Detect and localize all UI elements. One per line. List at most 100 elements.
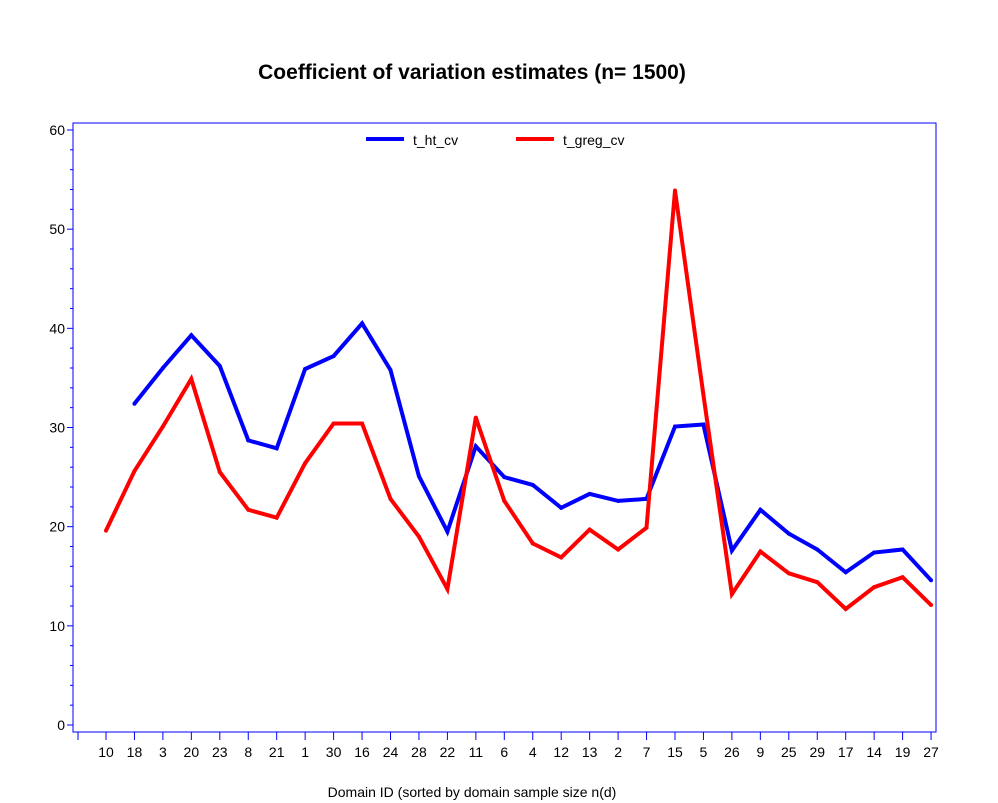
x-tick-label: 14: [866, 744, 882, 760]
x-tick-label: 18: [127, 744, 143, 760]
data-point: [587, 527, 592, 532]
data-point: [673, 188, 677, 193]
y-tick-label: 30: [49, 420, 65, 436]
data-point: [530, 541, 535, 546]
x-tick-label: 9: [756, 744, 764, 760]
data-point: [559, 555, 564, 560]
y-tick-label: 50: [49, 221, 65, 237]
data-point: [473, 444, 478, 449]
legend-label-t_greg_cv: t_greg_cv: [563, 132, 624, 148]
legend-label-t_ht_cv: t_ht_cv: [413, 132, 458, 148]
data-point: [473, 415, 478, 420]
data-point: [217, 470, 222, 475]
x-tick-label: 26: [724, 744, 740, 760]
data-point: [929, 578, 934, 583]
data-point: [132, 469, 137, 474]
data-point: [815, 547, 820, 552]
x-tick-label: 16: [354, 744, 370, 760]
x-tick-label: 8: [244, 744, 252, 760]
data-point: [872, 585, 877, 590]
x-tick-label: 4: [529, 744, 537, 760]
x-tick-label: 30: [326, 744, 342, 760]
data-point: [416, 534, 421, 539]
data-point: [815, 580, 820, 585]
data-point: [303, 366, 308, 371]
data-point: [587, 491, 592, 496]
data-point: [303, 461, 308, 466]
y-tick-label: 60: [49, 122, 65, 138]
data-point: [331, 421, 336, 426]
data-point: [616, 547, 621, 552]
data-point: [843, 570, 848, 575]
data-point: [559, 505, 564, 510]
x-tick-label: 23: [212, 744, 228, 760]
data-point: [502, 498, 507, 503]
data-point: [900, 575, 905, 580]
x-tick-label: 5: [700, 744, 708, 760]
series-points-t_greg_cv: [104, 188, 934, 611]
data-point: [758, 507, 763, 512]
data-point: [160, 424, 165, 429]
data-point: [189, 333, 194, 338]
data-point: [274, 446, 279, 451]
data-point: [360, 321, 365, 326]
data-point: [217, 364, 222, 369]
data-point: [274, 515, 279, 520]
data-point: [786, 571, 791, 576]
data-point: [701, 392, 706, 397]
data-point: [502, 475, 507, 480]
data-point: [843, 606, 848, 611]
x-tick-label: 15: [667, 744, 683, 760]
data-point: [388, 367, 393, 372]
data-point: [900, 547, 905, 552]
x-tick-label: 19: [895, 744, 911, 760]
x-tick-label: 17: [838, 744, 854, 760]
x-tick-label: 7: [643, 744, 651, 760]
x-tick-label: 25: [781, 744, 797, 760]
x-tick-label: 6: [500, 744, 508, 760]
x-tick-label: 29: [809, 744, 825, 760]
y-tick-label: 40: [49, 320, 65, 336]
x-tick-label: 11: [469, 744, 484, 760]
data-point: [360, 421, 365, 426]
data-point: [246, 507, 251, 512]
x-tick-label: 22: [440, 744, 456, 760]
data-point: [388, 496, 393, 501]
series-line-t_greg_cv: [104, 190, 933, 612]
x-tick-label: 27: [923, 744, 939, 760]
x-tick-label: 28: [411, 744, 427, 760]
data-point: [530, 483, 535, 488]
data-point: [616, 498, 621, 503]
x-tick-label: 2: [614, 744, 622, 760]
x-tick-label: 10: [98, 744, 114, 760]
y-tick-label: 0: [57, 717, 65, 733]
x-axis: 10 18 3 20 23 8 21 1 30 16 24 28 22 11 6 4 12 13 2 7 15 5 26 9 2…: [77, 732, 939, 760]
plot-frame: [72, 122, 937, 733]
y-axis: 0 10 20 30 40 50 60: [49, 122, 73, 733]
x-tick-label: 1: [301, 744, 309, 760]
data-point: [872, 550, 877, 555]
data-point: [701, 422, 706, 427]
data-point: [929, 603, 934, 608]
x-tick-label: 21: [269, 744, 285, 760]
data-point: [331, 354, 336, 359]
x-tick-label: 12: [553, 744, 569, 760]
x-tick-label: 24: [383, 744, 399, 760]
data-point: [786, 531, 791, 536]
chart-title: Coefficient of variation estimates (n= 1…: [258, 61, 686, 84]
data-point: [104, 528, 108, 533]
data-point: [644, 525, 649, 530]
series-points-t_ht_cv: [132, 321, 934, 583]
y-tick-label: 10: [49, 618, 65, 634]
data-point: [445, 587, 450, 592]
data-point: [758, 549, 763, 554]
data-point: [729, 548, 734, 553]
legend: t_ht_cv t_greg_cv: [366, 132, 624, 148]
series-layer: [104, 188, 934, 612]
data-point: [246, 438, 251, 443]
data-point: [189, 376, 194, 381]
data-point: [132, 401, 137, 406]
data-point: [673, 424, 677, 429]
y-tick-label: 20: [49, 519, 65, 535]
